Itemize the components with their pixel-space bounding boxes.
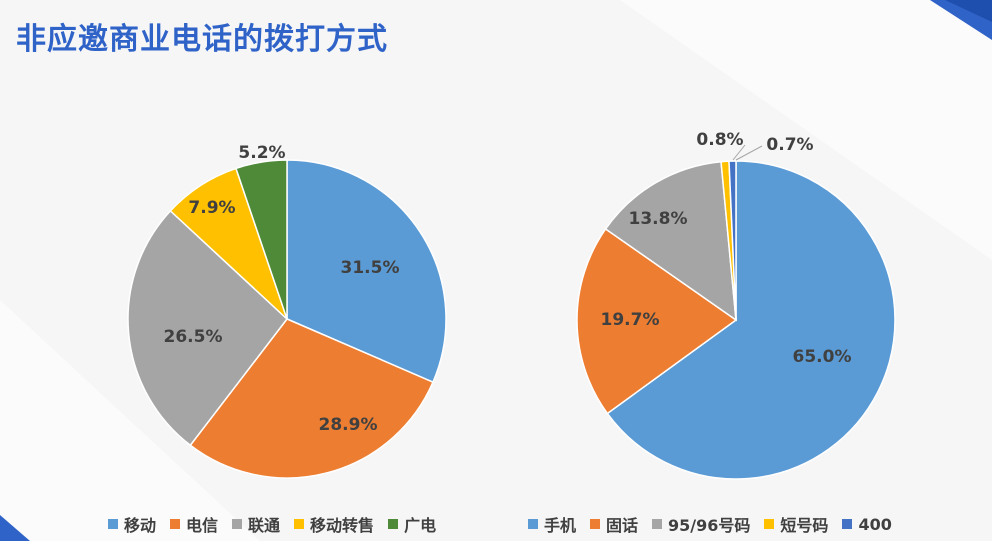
legend-swatch bbox=[652, 519, 663, 529]
legend-item: 广电 bbox=[388, 512, 436, 536]
data-label-2-1: 65.0% bbox=[793, 347, 852, 367]
legend-label: 移动转售 bbox=[310, 516, 375, 535]
legend-label: 广电 bbox=[404, 516, 437, 535]
pie-chart-carriers: 31.5% 28.9% 26.5% 7.9% 5.2% bbox=[127, 143, 447, 479]
legend-item: 固话 bbox=[590, 512, 638, 536]
pie-slice-1-2 bbox=[189, 318, 434, 479]
legend-item: 手机 bbox=[528, 512, 576, 536]
legend-item: 移动 bbox=[108, 512, 156, 536]
legend-swatch bbox=[764, 519, 775, 529]
data-label-1-5: 5.2% bbox=[238, 143, 285, 163]
legend-label: 电信 bbox=[186, 516, 219, 535]
leader-line bbox=[732, 144, 746, 161]
data-label-2-5: 0.7% bbox=[766, 135, 813, 155]
legend-swatch bbox=[170, 519, 181, 529]
pie-slice-1-5 bbox=[235, 159, 288, 320]
data-label-1-4: 7.9% bbox=[188, 198, 235, 218]
legend-swatch bbox=[842, 519, 853, 529]
legend-item: 联通 bbox=[232, 512, 280, 536]
pie-chart-number-types: 65.0% 19.7% 13.8% 0.8% 0.7% bbox=[576, 130, 896, 480]
legend-swatch bbox=[590, 519, 601, 529]
pie-slice-2-1 bbox=[606, 160, 896, 480]
legend-label: 联通 bbox=[248, 516, 281, 535]
legend-carriers: 移动 电信 联通 移动转售 广电 bbox=[108, 512, 436, 536]
legend-label: 短号码 bbox=[780, 516, 829, 535]
leader-line bbox=[735, 145, 763, 161]
page-title: 非应邀商业电话的拨打方式 bbox=[16, 22, 388, 57]
pie-slice-1-3 bbox=[127, 209, 289, 447]
legend-swatch bbox=[294, 519, 305, 529]
data-label-2-2: 19.7% bbox=[601, 310, 660, 330]
legend-item: 400 bbox=[842, 514, 892, 534]
legend-item: 移动转售 bbox=[294, 512, 374, 536]
legend-swatch bbox=[108, 519, 118, 529]
legend-swatch bbox=[528, 519, 538, 529]
legend-label: 手机 bbox=[544, 516, 577, 535]
data-label-1-2: 28.9% bbox=[319, 415, 378, 435]
legend-label: 移动 bbox=[124, 516, 157, 535]
legend-label: 400 bbox=[858, 514, 892, 534]
legend-item: 95/96号码 bbox=[652, 512, 750, 536]
legend-item: 短号码 bbox=[764, 512, 828, 536]
legend-label: 固话 bbox=[606, 516, 639, 535]
page-number: 2 bbox=[0, 520, 9, 534]
pie-slice-1-1 bbox=[286, 159, 447, 384]
legend-label: 95/96号码 bbox=[668, 516, 751, 535]
pie-slice-2-2 bbox=[576, 227, 738, 415]
data-label-1-1: 31.5% bbox=[341, 258, 400, 278]
data-label-2-4: 0.8% bbox=[696, 130, 743, 150]
legend-swatch bbox=[388, 519, 399, 529]
pie-slice-2-3 bbox=[604, 160, 737, 322]
legend-item: 电信 bbox=[170, 512, 218, 536]
data-label-1-3: 26.5% bbox=[164, 327, 223, 347]
data-label-2-3: 13.8% bbox=[629, 209, 688, 229]
legend-swatch bbox=[232, 519, 243, 529]
pie-slice-2-5 bbox=[728, 160, 737, 321]
legend-number-types: 手机 固话 95/96号码 短号码 400 bbox=[528, 512, 892, 536]
